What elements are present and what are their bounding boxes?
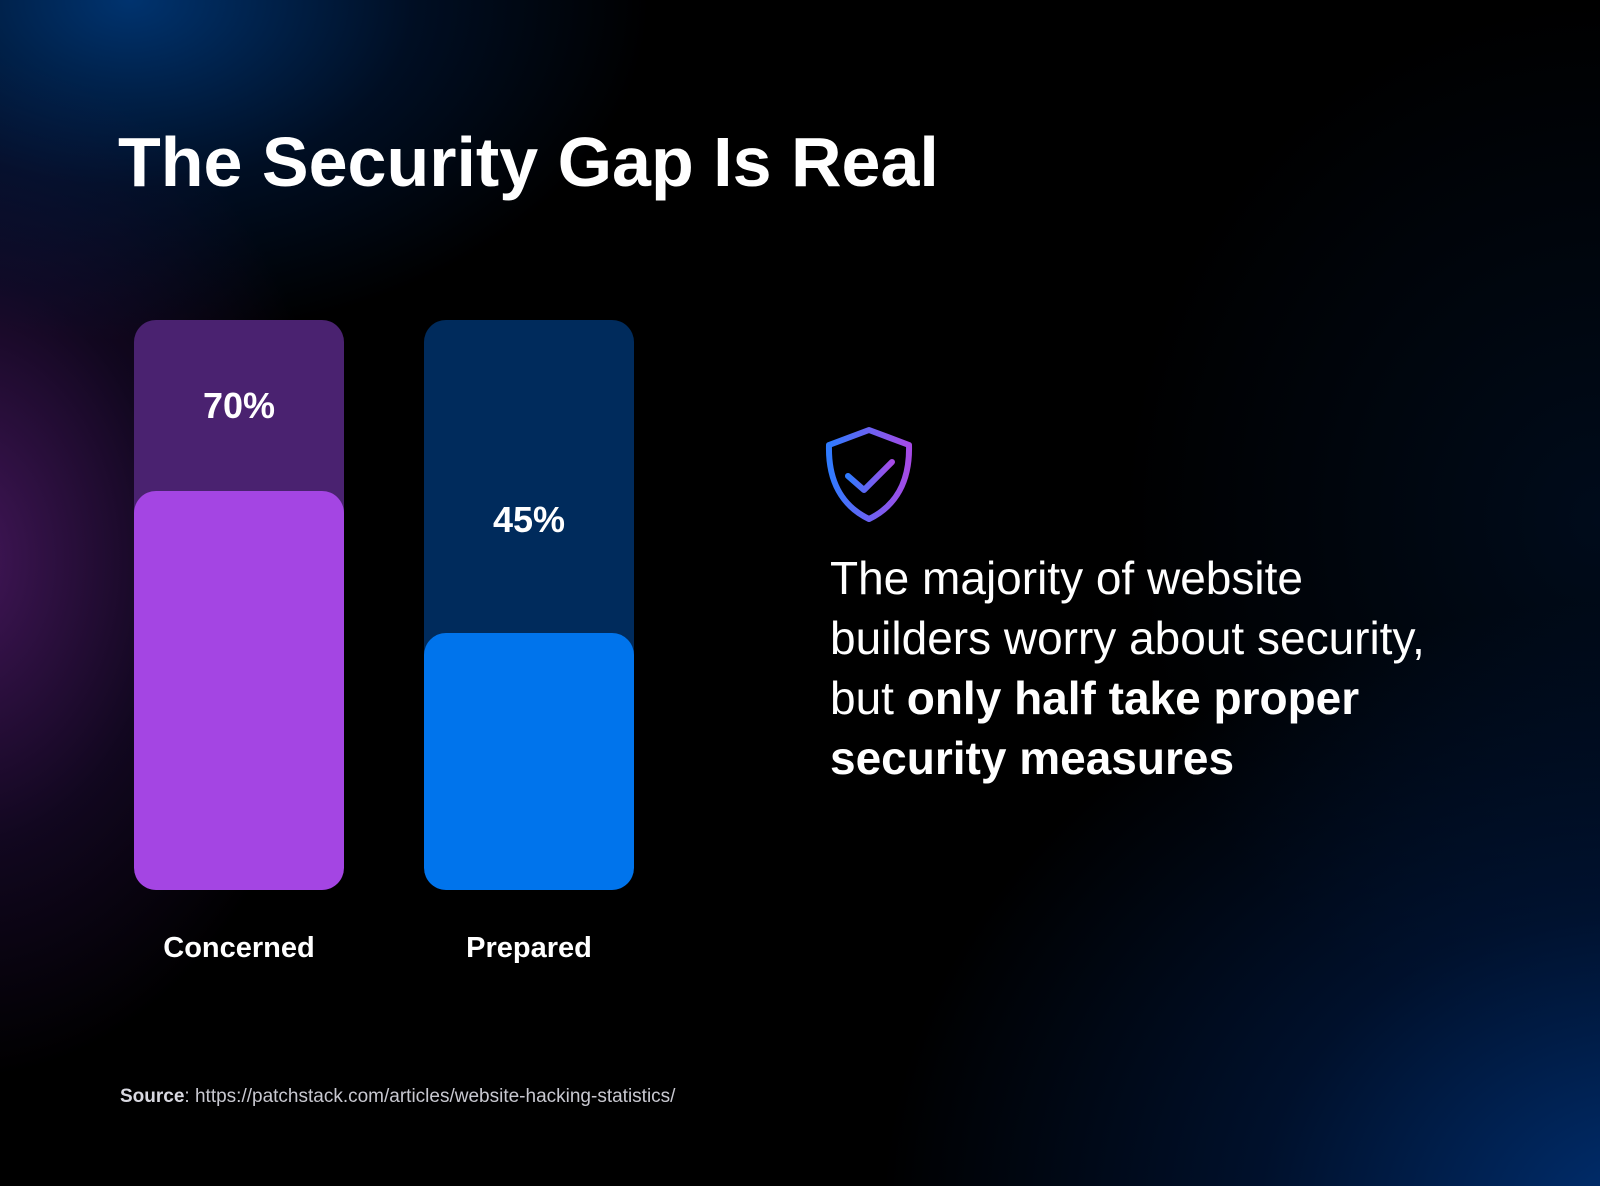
bar-prepared: 45%: [424, 320, 634, 890]
statement-regular: The majority of website builders worry a…: [830, 552, 1425, 724]
bar-concerned-value: 70%: [202, 385, 276, 426]
bar-concerned-label: Concerned: [163, 932, 315, 964]
shield-check-icon: [825, 427, 913, 522]
statement-bold: only half take proper security measures: [830, 672, 1360, 784]
bar-prepared-fill: [424, 633, 634, 890]
bar-concerned-fill: [134, 491, 344, 890]
source-url: https://patchstack.com/articles/website-…: [194, 1086, 676, 1107]
source-citation: Source: https://patchstack.com/articles/…: [120, 1086, 675, 1108]
source-separator: :: [184, 1086, 195, 1107]
source-label: Source: [120, 1086, 185, 1107]
statement-text: The majority of website builders worry a…: [830, 548, 1470, 788]
page-title: The Security Gap Is Real: [118, 123, 939, 201]
bar-concerned: 70%: [134, 320, 344, 890]
bar-prepared-value: 45%: [492, 499, 566, 540]
bar-prepared-label: Prepared: [466, 932, 592, 964]
